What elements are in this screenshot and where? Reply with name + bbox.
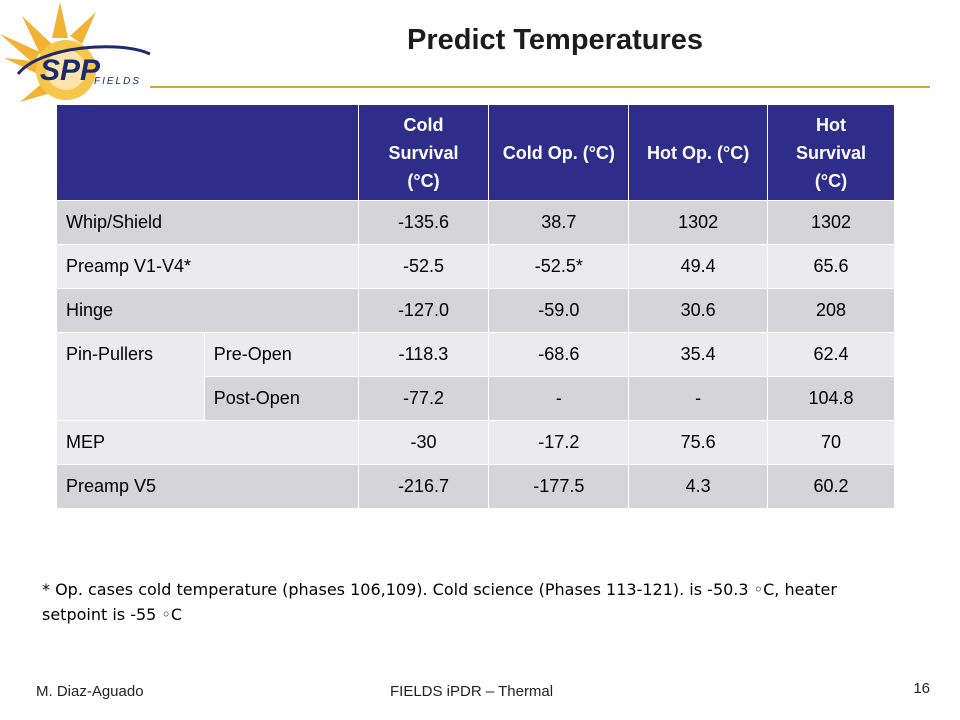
cell-value: 208 <box>767 288 895 333</box>
row-label: Hinge <box>56 288 359 333</box>
footer-center: FIELDS iPDR – Thermal <box>390 683 554 700</box>
cell-value: 1302 <box>628 200 768 245</box>
header-cold-survival: Cold Survival (°C) <box>357 104 490 201</box>
cell-value: 35.4 <box>628 332 768 377</box>
cell-value: -118.3 <box>357 332 490 377</box>
table-row: Preamp V1-V4* -52.5 -52.5* 49.4 65.6 <box>56 244 895 289</box>
footer-author: M. Diaz-Aguado <box>36 683 144 700</box>
row-sublabel: Post-Open <box>203 376 359 421</box>
header-cold-op: Cold Op. (°C) <box>488 104 630 201</box>
cell-value: 38.7 <box>488 200 630 245</box>
table-header-row: Cold Survival (°C) Cold Op. (°C) Hot Op.… <box>56 104 895 201</box>
temperature-table: Cold Survival (°C) Cold Op. (°C) Hot Op.… <box>56 104 895 509</box>
spp-fields-logo: SPP FIELDS <box>0 0 175 110</box>
cell-value: 70 <box>767 420 895 465</box>
cell-value: 1302 <box>767 200 895 245</box>
header-cell-empty <box>56 104 359 201</box>
row-label: MEP <box>56 420 359 465</box>
row-label: Preamp V5 <box>56 464 359 509</box>
cell-value: 30.6 <box>628 288 768 333</box>
row-label: Whip/Shield <box>56 200 359 245</box>
cell-value: -77.2 <box>357 376 490 421</box>
cell-value: -30 <box>357 420 490 465</box>
cell-value: -216.7 <box>357 464 490 509</box>
logo-brand: SPP <box>40 54 101 87</box>
table-row: Post-Open -77.2 - - 104.8 <box>57 376 895 421</box>
page-number: 16 <box>913 680 930 697</box>
cell-value: 4.3 <box>628 464 768 509</box>
cell-value: 65.6 <box>767 244 895 289</box>
table-row: Hinge -127.0 -59.0 30.6 208 <box>56 288 895 333</box>
cell-value: 62.4 <box>767 332 895 377</box>
cell-value: - <box>488 376 630 421</box>
cell-value: 60.2 <box>767 464 895 509</box>
cell-value: 104.8 <box>767 376 895 421</box>
cell-value: -127.0 <box>357 288 490 333</box>
page-title: Predict Temperatures <box>406 24 704 56</box>
cell-value: -52.5* <box>488 244 630 289</box>
cell-value: -52.5 <box>357 244 490 289</box>
cell-value: -68.6 <box>488 332 630 377</box>
table-row: Whip/Shield -135.6 38.7 1302 1302 <box>56 200 895 245</box>
cell-value: -177.5 <box>488 464 630 509</box>
footnote: * Op. cases cold temperature (phases 106… <box>42 580 837 624</box>
header-hot-survival: Hot Survival (°C) <box>767 104 895 201</box>
cell-value: -17.2 <box>488 420 630 465</box>
cell-value: 75.6 <box>628 420 768 465</box>
row-sublabel: Pre-Open <box>203 332 359 377</box>
header-hot-op: Hot Op. (°C) <box>628 104 768 201</box>
cell-value: -135.6 <box>357 200 490 245</box>
table-row: Pin-Pullers Pre-Open -118.3 -68.6 35.4 6… <box>56 332 895 421</box>
table-row: MEP -30 -17.2 75.6 70 <box>56 420 895 465</box>
cell-value: 49.4 <box>628 244 768 289</box>
row-group-label: Pin-Pullers <box>56 332 205 421</box>
title-divider <box>150 86 930 88</box>
cell-value: -59.0 <box>488 288 630 333</box>
cell-value: - <box>628 376 768 421</box>
row-label: Preamp V1-V4* <box>56 244 359 289</box>
logo-subtitle: FIELDS <box>94 76 141 87</box>
table-row: Preamp V5 -216.7 -177.5 4.3 60.2 <box>56 464 895 509</box>
